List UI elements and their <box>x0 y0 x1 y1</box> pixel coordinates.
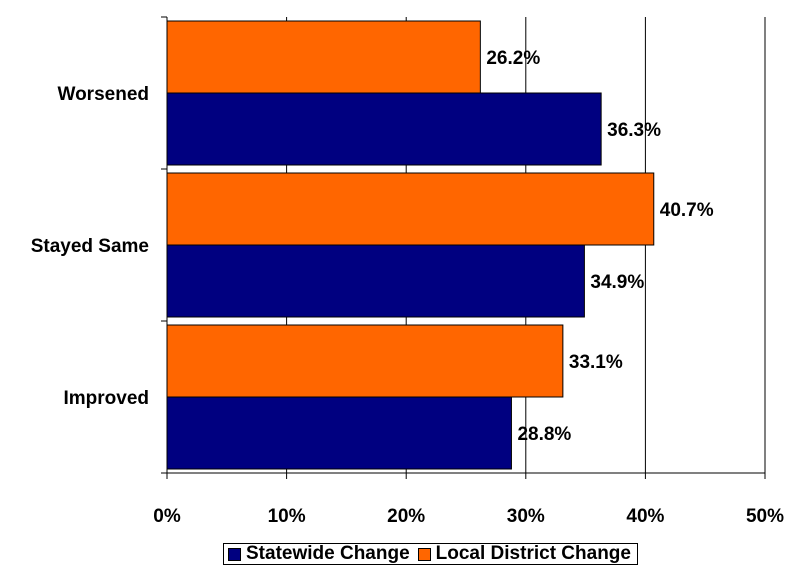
x-tick-label: 0% <box>153 506 181 527</box>
bar <box>166 324 564 398</box>
data-label: 26.2% <box>486 48 540 69</box>
x-tick-label: 50% <box>746 506 784 527</box>
category-label: Stayed Same <box>31 236 149 257</box>
category-label: Improved <box>63 388 149 409</box>
legend-swatch-local <box>417 547 431 561</box>
legend-label-local: Local District Change <box>435 543 631 564</box>
legend-item-statewide: Statewide Change <box>228 543 410 565</box>
data-label: 28.8% <box>517 424 571 445</box>
x-tick-label: 40% <box>626 506 664 527</box>
data-label: 36.3% <box>607 120 661 141</box>
data-label: 40.7% <box>660 200 714 221</box>
legend-item-local: Local District Change <box>417 543 631 565</box>
bar <box>166 92 602 166</box>
x-tick-label: 30% <box>507 506 545 527</box>
category-label: Worsened <box>57 84 149 105</box>
data-label: 33.1% <box>569 352 623 373</box>
x-tick-label: 20% <box>387 506 425 527</box>
bar <box>166 396 512 470</box>
legend-label-statewide: Statewide Change <box>246 543 410 564</box>
legend-swatch-statewide <box>228 547 241 561</box>
legend: Statewide Change Local District Change <box>223 543 638 565</box>
bars <box>166 20 655 470</box>
bar <box>166 244 585 318</box>
labels: 26.2% 36.3% Worsened 40.7% 34.9% Stayed Same 3… <box>31 48 784 527</box>
bar <box>166 20 481 94</box>
bar <box>166 172 655 246</box>
data-label: 34.9% <box>590 272 644 293</box>
axes <box>161 16 766 479</box>
x-tick-label: 10% <box>268 506 306 527</box>
